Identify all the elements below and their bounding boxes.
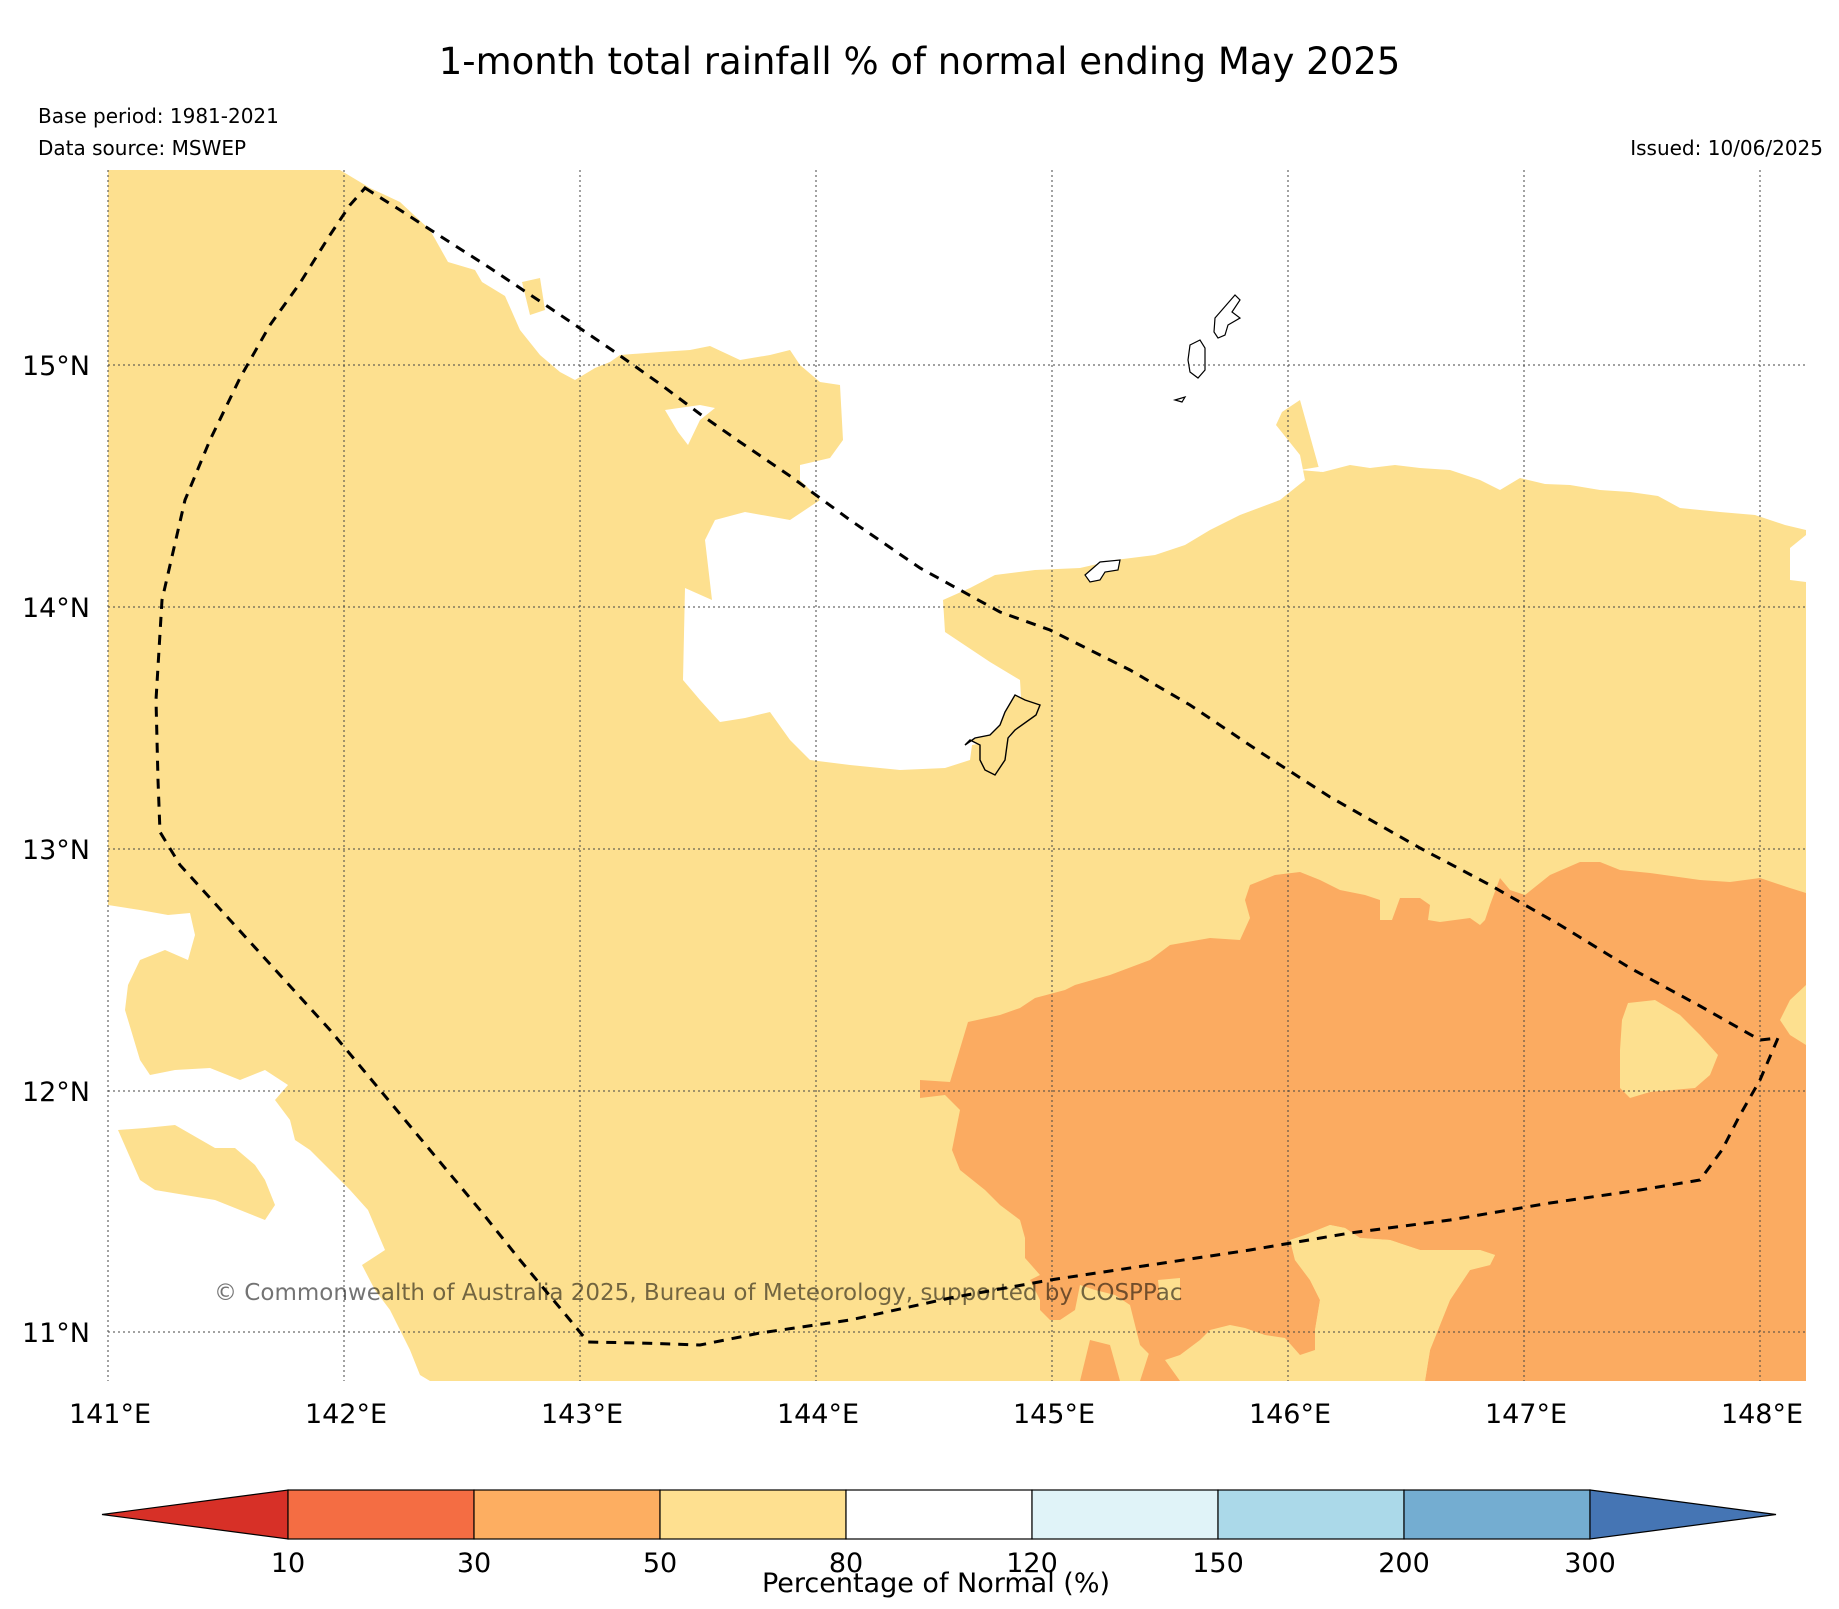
colorbar-tick-label: 120 [1006, 1548, 1058, 1579]
lon-tick-label: 148°E [1721, 1399, 1803, 1430]
map-gridlines [107, 170, 1806, 1381]
normal-rainfall-east-islet [1790, 535, 1806, 582]
base-period-label: Base period: 1981-2021 [38, 104, 279, 128]
lon-tick-label: 145°E [1013, 1399, 1095, 1430]
data-source-label: Data source: MSWEP [38, 136, 247, 160]
colorbar-extend-high [1589, 1489, 1777, 1540]
island-outline-north-2 [1187, 339, 1206, 379]
rainfall-region-east-pocket [1620, 1000, 1718, 1098]
lon-tick-label: 144°E [777, 1399, 859, 1430]
colorbar-segment [1031, 1489, 1219, 1540]
colorbar-segment [1217, 1489, 1405, 1540]
normal-rainfall-bay [665, 405, 715, 445]
lat-tick-label: 11°N [22, 1318, 90, 1349]
colorbar-segment [473, 1489, 661, 1540]
colorbar-segment [845, 1489, 1033, 1540]
lat-tick-label: 14°N [22, 593, 90, 624]
rainfall-region-south-lobe [1290, 1225, 1495, 1381]
rainfall-region-30-50-south-2 [1080, 1340, 1120, 1381]
issued-date-label: Issued: 10/06/2025 [1630, 136, 1823, 160]
colorbar-extend-low [101, 1489, 289, 1540]
colorbar-tick-label: 80 [829, 1548, 863, 1579]
colorbar-tick-label: 50 [643, 1548, 677, 1579]
colorbar-ticks: 10 30 50 80 120 150 200 300 [271, 1548, 1616, 1579]
island-outline-north [1213, 294, 1242, 339]
lon-tick-label: 146°E [1249, 1399, 1331, 1430]
rainfall-region-south-pocket [1158, 1278, 1180, 1300]
lat-tick-label: 15°N [22, 351, 90, 382]
lat-tick-label: 13°N [22, 835, 90, 866]
lon-tick-label: 141°E [69, 1399, 151, 1430]
island-outline-central [1084, 559, 1121, 583]
colorbar [101, 1489, 1777, 1540]
lon-tick-label: 147°E [1485, 1399, 1567, 1430]
lon-tick-label: 142°E [305, 1399, 387, 1430]
lon-tick-label: 143°E [541, 1399, 623, 1430]
colorbar-tick-label: 10 [271, 1548, 305, 1579]
colorbar-tick-label: 30 [457, 1548, 491, 1579]
map-plot-area [108, 170, 1806, 1381]
island-outline-north-3 [1172, 395, 1187, 403]
normal-rainfall-southwest-sea [108, 905, 430, 1381]
colorbar-segment [659, 1489, 847, 1540]
rainfall-region-southwest-island [118, 1125, 275, 1220]
rainfall-region-small-island [315, 1062, 362, 1118]
colorbar-tick-label: 200 [1378, 1548, 1430, 1579]
island-outline-guam [964, 694, 1041, 776]
normal-rainfall-north-sea [340, 170, 1806, 770]
lat-tick-label: 12°N [22, 1077, 90, 1108]
colorbar-tick-label: 150 [1192, 1548, 1244, 1579]
colorbar-segment [287, 1489, 475, 1540]
colorbar-tick-label: 300 [1564, 1548, 1616, 1579]
copyright-notice: © Commonwealth of Australia 2025, Bureau… [214, 1280, 1183, 1306]
rainfall-region-30-50 [920, 862, 1806, 1381]
rainfall-region-30-50-south [1140, 1350, 1180, 1381]
colorbar-title: Percentage of Normal (%) [762, 1568, 1110, 1599]
map-title: 1-month total rainfall % of normal endin… [438, 40, 1401, 83]
region-boundary-dashed [154, 186, 1781, 1347]
colorbar-segment [1403, 1489, 1591, 1540]
